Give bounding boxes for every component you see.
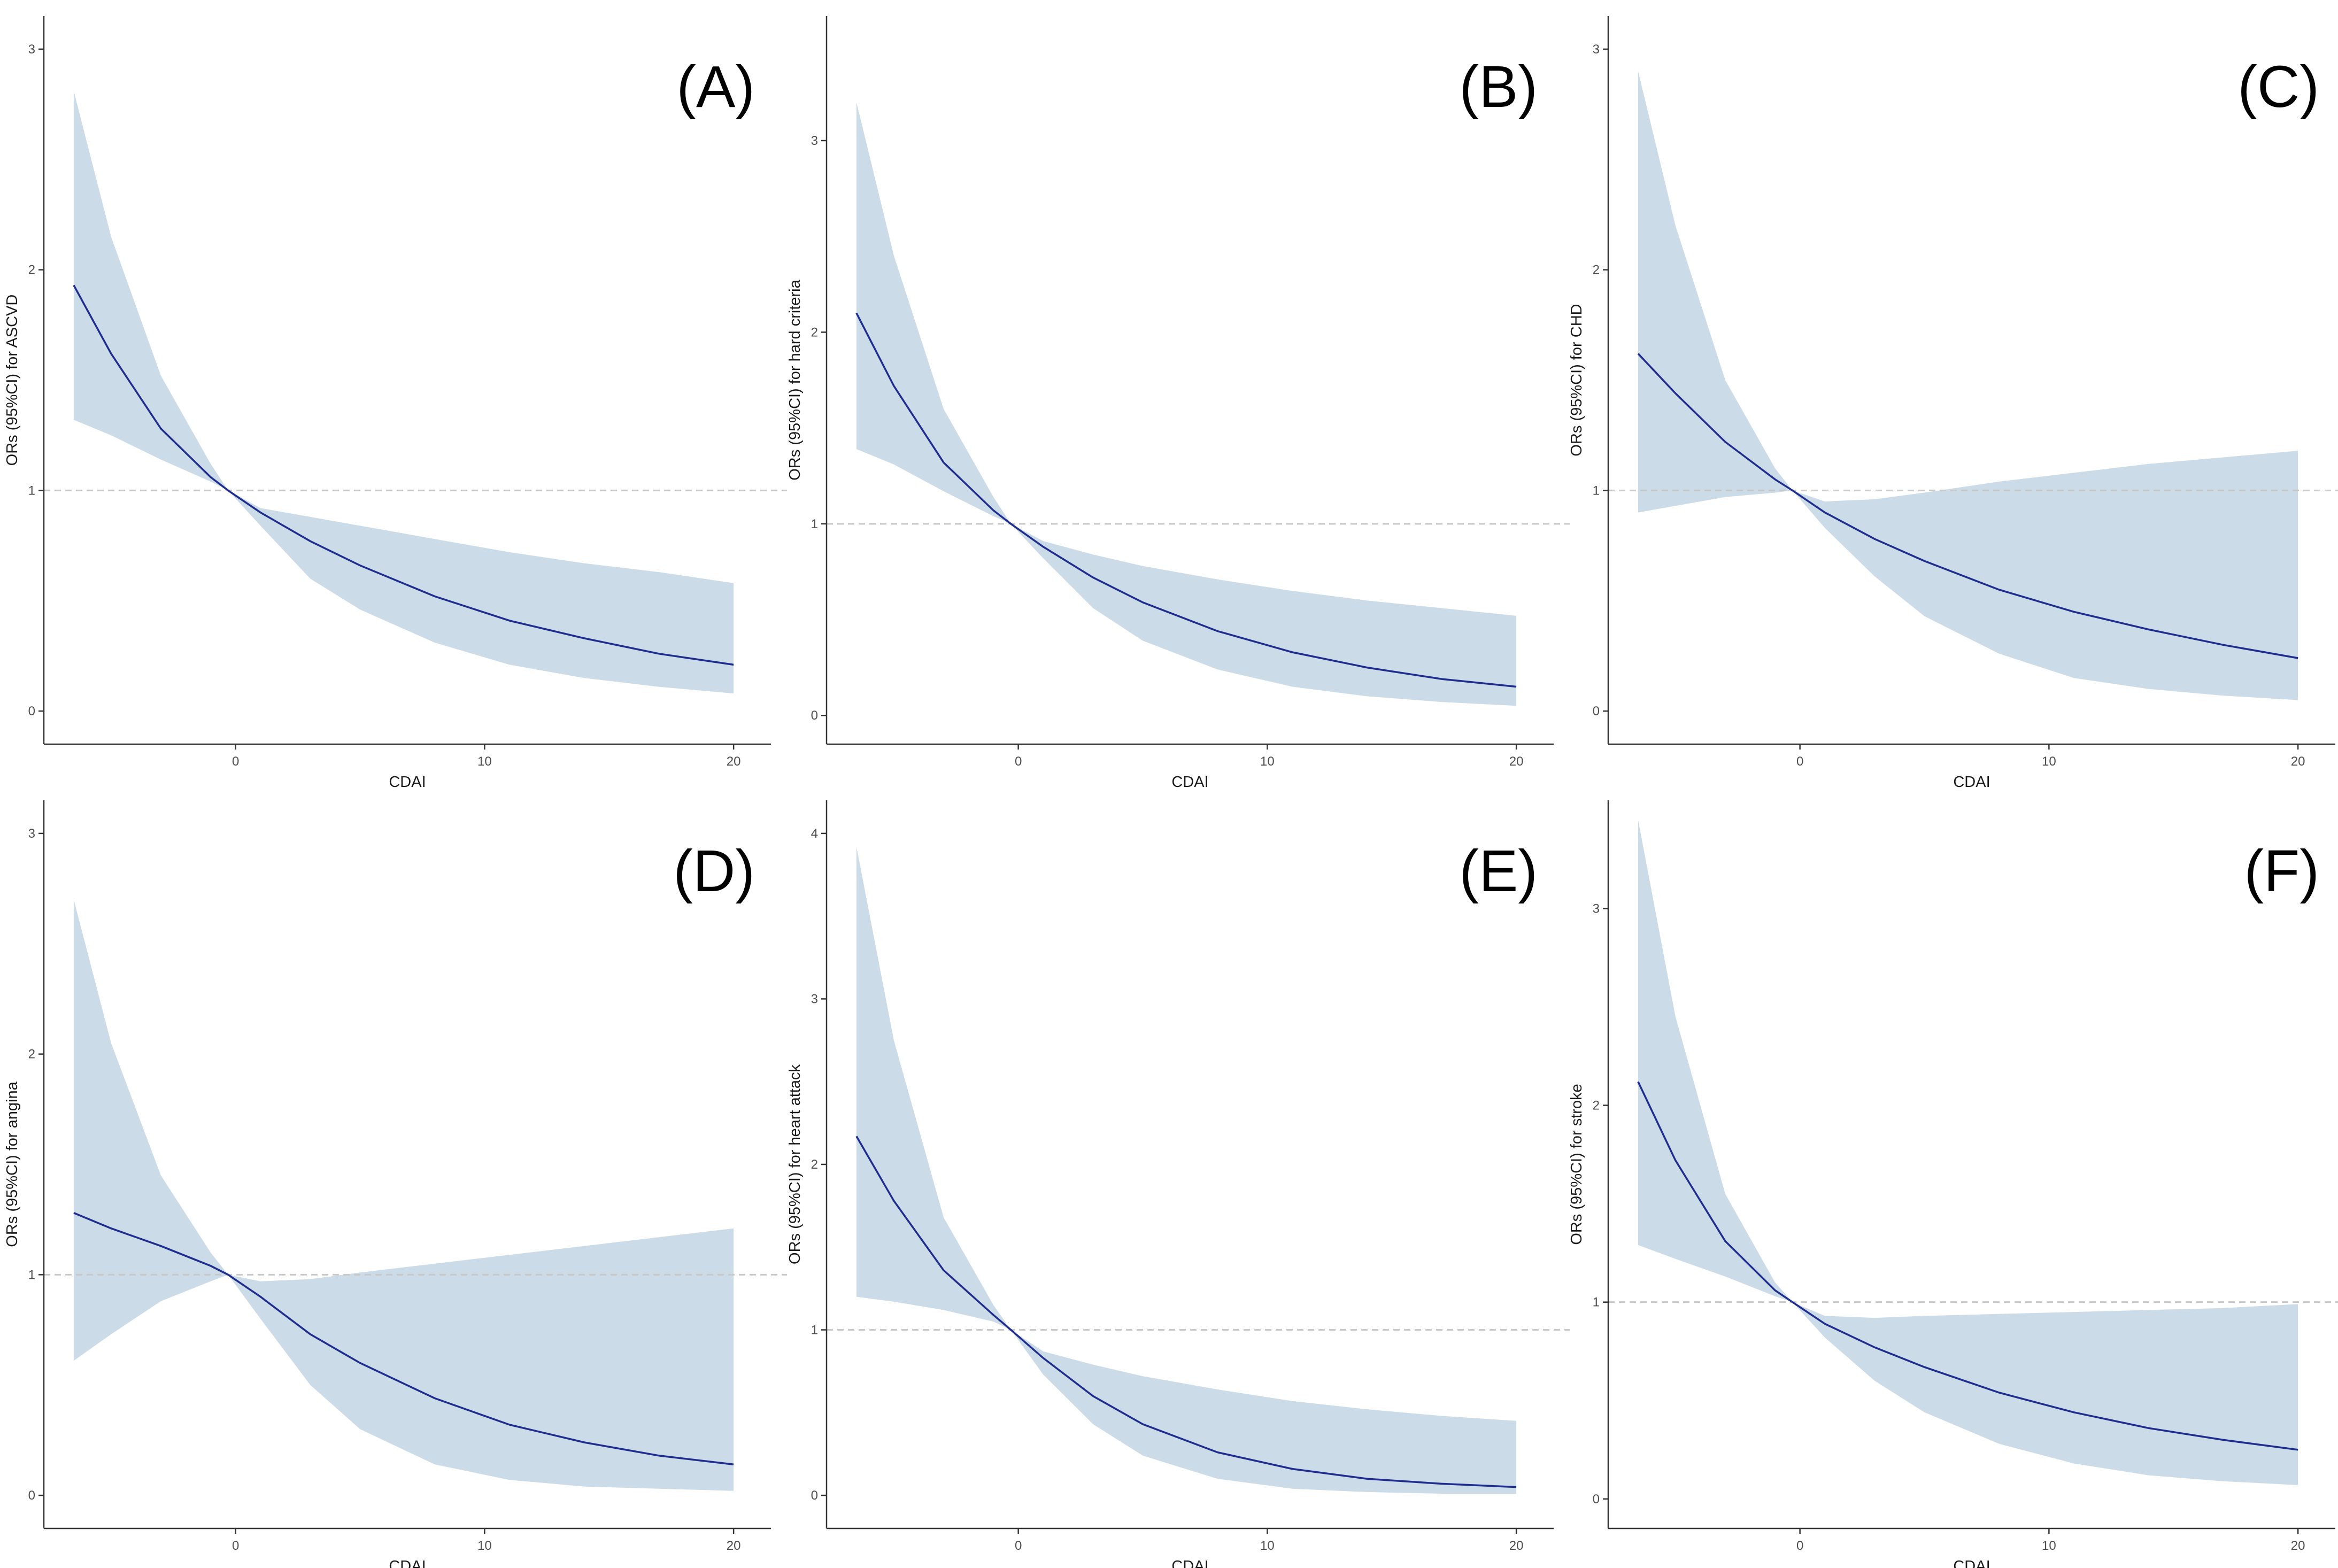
chart-4-x-tick-label: 20 (727, 1539, 741, 1553)
chart-5-or-line (855, 1136, 1517, 1488)
chart-1-y-tick-label: 0 (28, 704, 35, 719)
chart-1-x-tick-label: 20 (727, 754, 741, 769)
chart-2-panel-label: (B) (1459, 54, 1538, 120)
chart-4-y-tick-label: 1 (28, 1268, 35, 1282)
chart-1-panel: 0 1 2 3 0 10 20 CDAI ORs (95%CI) for ASCVD (A) (4, 16, 787, 791)
chart-3-x-tick-label: 0 (1796, 754, 1803, 769)
chart-4-x-tick-label: 0 (232, 1539, 239, 1553)
chart-2-x-axis-title: CDAI (1171, 774, 1208, 791)
chart-3-y-axis-title: ORs (95%CI) for CHD (1568, 304, 1585, 456)
chart-2-y-tick-label: 3 (811, 134, 818, 148)
chart-6-y-tick-label: 0 (1593, 1492, 1600, 1507)
chart-1-ci-band (73, 91, 734, 694)
chart-5-y-axis-title: ORs (95%CI) for heart attack (786, 1064, 804, 1264)
chart-5-panel-label: (E) (1459, 838, 1538, 904)
chart-5-x-axis-title: CDAI (1171, 1558, 1208, 1568)
chart-5-y-tick-label: 0 (811, 1488, 818, 1503)
chart-3-y-tick-label: 3 (1593, 42, 1600, 57)
chart-6-ci-band (1638, 820, 2298, 1485)
chart-2-panel: 0 1 2 3 0 10 20 CDAI ORs (95%CI) for hard criter… (786, 16, 1570, 791)
chart-5-y-tick-label: 4 (811, 827, 818, 841)
chart-3-y-tick-label: 0 (1593, 704, 1600, 719)
chart-4-panel: 0 1 2 3 0 10 20 CDAI ORs (95%CI) for angina (D) (4, 800, 787, 1568)
chart-5-x-tick-label: 10 (1260, 1539, 1275, 1553)
chart-5-ci-band (856, 846, 1517, 1494)
chart-4-or-line (73, 1212, 734, 1466)
chart-1-y-tick-label: 1 (28, 483, 35, 498)
chart-4-ci-band (73, 899, 734, 1491)
chart-4-y-tick-label: 0 (28, 1488, 35, 1503)
chart-2-ci-band (856, 102, 1517, 706)
chart-2-or-line (855, 312, 1517, 688)
chart-5-y-tick-label: 3 (811, 992, 818, 1006)
chart-3-y-tick-label: 2 (1593, 263, 1600, 277)
chart-2-y-tick-label: 0 (811, 708, 818, 723)
chart-5-panel: 0 1 2 3 4 0 10 20 CDAI ORs (95%CI) for heart atta… (786, 800, 1570, 1568)
chart-4-x-tick-label: 10 (477, 1539, 492, 1553)
chart-5-y-tick-label: 2 (811, 1157, 818, 1172)
chart-6-x-tick-label: 10 (2042, 1539, 2056, 1553)
chart-1-x-axis-title: CDAI (389, 774, 426, 791)
chart-4-y-tick-label: 3 (28, 827, 35, 841)
chart-6-y-tick-label: 2 (1593, 1099, 1600, 1113)
chart-2-x-tick-label: 0 (1015, 754, 1022, 769)
chart-3-panel-label: (C) (2237, 54, 2319, 120)
chart-3-y-tick-label: 1 (1593, 483, 1600, 498)
chart-1-y-axis-title: ORs (95%CI) for ASCVD (4, 295, 21, 466)
chart-2-x-tick-label: 20 (1509, 754, 1524, 769)
chart-3-panel: 0 1 2 3 0 10 20 CDAI ORs (95%CI) for CHD (C) (1568, 16, 2338, 791)
chart-3-or-line (1637, 353, 2298, 659)
chart-6-y-tick-label: 1 (1593, 1295, 1600, 1310)
chart-2-y-tick-label: 2 (811, 325, 818, 339)
chart-6-y-tick-label: 3 (1593, 901, 1600, 916)
chart-3-ci-band (1638, 71, 2298, 700)
chart-6-y-axis-title: ORs (95%CI) for stroke (1568, 1084, 1585, 1245)
chart-4-y-axis-title: ORs (95%CI) for angina (4, 1081, 21, 1247)
chart-5-x-tick-label: 20 (1509, 1539, 1524, 1553)
chart-3-x-tick-label: 10 (2042, 754, 2056, 769)
chart-6-or-line (1637, 1081, 2298, 1451)
chart-5-y-tick-label: 1 (811, 1323, 818, 1338)
chart-1-panel-label: (A) (676, 54, 755, 120)
chart-2-y-tick-label: 1 (811, 517, 818, 531)
chart-6-panel-label: (F) (2244, 838, 2319, 904)
chart-2-y-axis-title: ORs (95%CI) for hard criteria (786, 279, 804, 480)
chart-4-panel-label: (D) (673, 838, 755, 904)
chart-1-x-tick-label: 10 (477, 754, 492, 769)
chart-6-panel: 0 1 2 3 0 10 20 CDAI ORs (95%CI) for stroke (F) (1568, 800, 2338, 1568)
chart-1-or-line (73, 284, 734, 666)
chart-4-x-axis-title: CDAI (389, 1558, 426, 1568)
chart-6-x-tick-label: 0 (1796, 1539, 1803, 1553)
chart-1-y-tick-label: 3 (28, 42, 35, 57)
chart-3-x-tick-label: 20 (2291, 754, 2305, 769)
chart-3-x-axis-title: CDAI (1953, 774, 1990, 791)
chart-2-x-tick-label: 10 (1260, 754, 1275, 769)
chart-6-x-axis-title: CDAI (1953, 1558, 1990, 1568)
chart-1-x-tick-label: 0 (232, 754, 239, 769)
chart-5-x-tick-label: 0 (1015, 1539, 1022, 1553)
chart-6-x-tick-label: 20 (2291, 1539, 2305, 1553)
chart-4-y-tick-label: 2 (28, 1047, 35, 1062)
chart-1-y-tick-label: 2 (28, 263, 35, 277)
